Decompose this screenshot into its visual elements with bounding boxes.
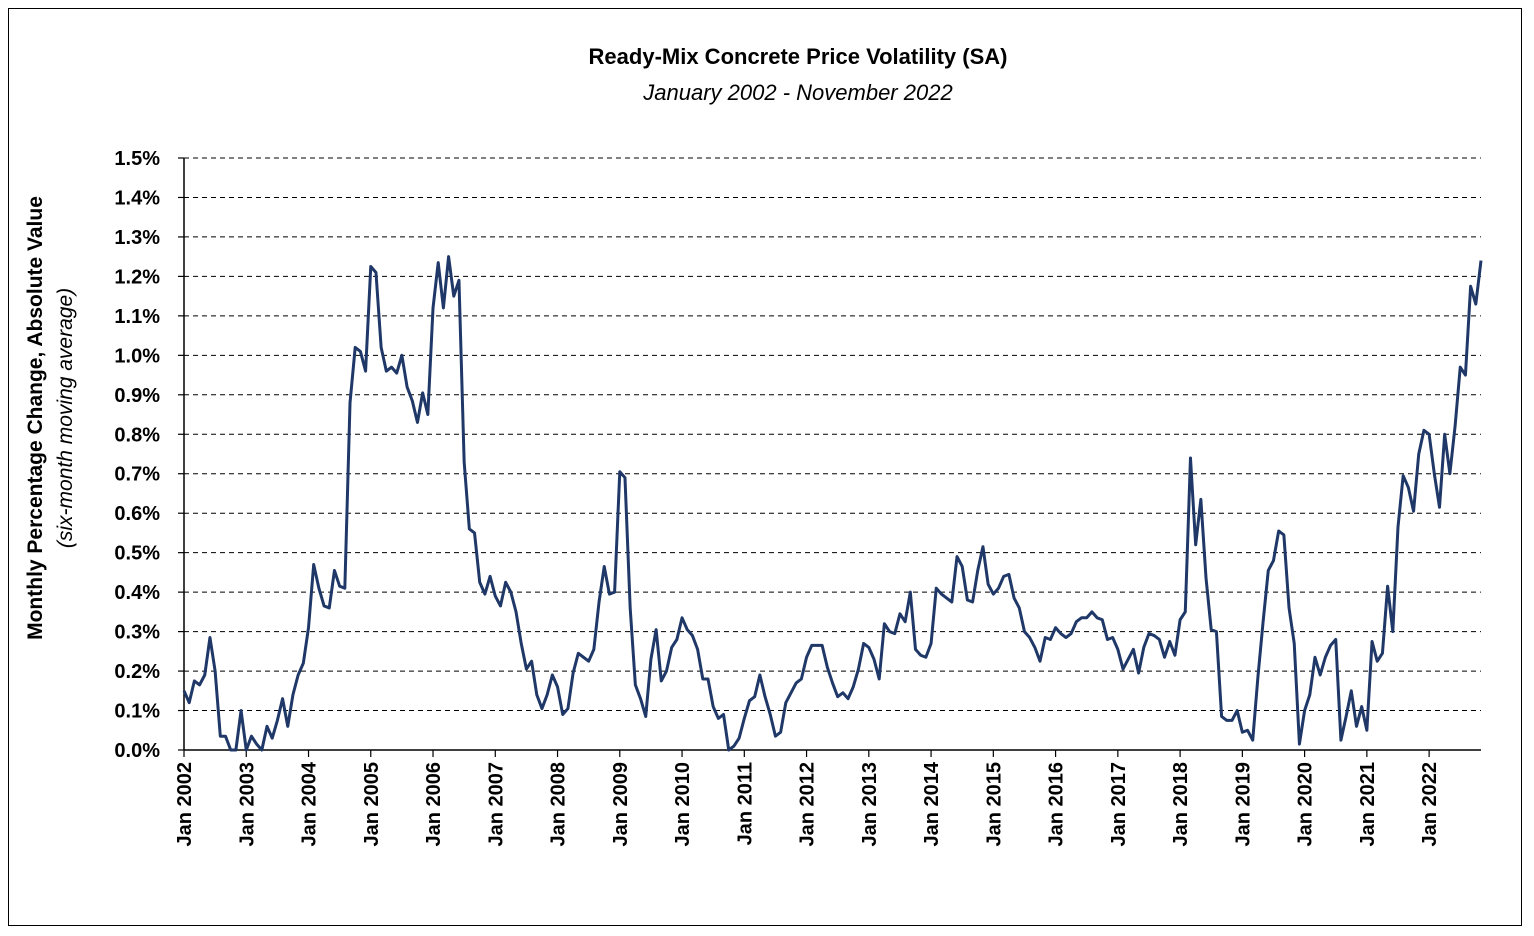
- chart-frame: [8, 8, 1522, 926]
- x-tick-label: Jan 2011: [734, 762, 756, 845]
- x-tick-label: Jan 2002: [174, 762, 196, 847]
- x-tick-label: Jan 2012: [797, 762, 819, 847]
- y-axis-subtitle: (six-month moving average): [54, 288, 77, 548]
- y-tick-label: 1.5%: [114, 148, 160, 170]
- x-tick-label: Jan 2010: [672, 762, 694, 847]
- x-tick-label: Jan 2013: [859, 762, 881, 847]
- y-tick-labels: 0.0% 0.1% 0.2% 0.3% 0.4% 0.5% 0.6% 0.7% 0.8% 0.9%…: [114, 148, 160, 762]
- x-tick-label: Jan 2019: [1232, 762, 1254, 847]
- y-tick-label: 1.3%: [114, 227, 160, 249]
- axes: [178, 157, 1481, 757]
- y-tick-label: 1.1%: [114, 306, 160, 328]
- x-tick-label: Jan 2007: [485, 762, 507, 847]
- y-tick-label: 0.3%: [114, 622, 160, 644]
- chart-subtitle: January 2002 - November 2022: [643, 80, 953, 105]
- y-tick-label: 0.4%: [114, 582, 160, 604]
- x-tick-label: Jan 2008: [548, 762, 570, 847]
- y-tick-label: 0.0%: [114, 740, 160, 762]
- x-tick-label: Jan 2018: [1170, 762, 1192, 847]
- x-tick-label: Jan 2004: [299, 761, 321, 846]
- x-tick-label: Jan 2021: [1357, 762, 1379, 847]
- series-line: [182, 255, 1483, 752]
- gridlines: [184, 157, 1481, 712]
- y-tick-label: 0.1%: [114, 701, 160, 723]
- x-tick-label: Jan 2016: [1046, 762, 1068, 847]
- x-tick-label: Jan 2009: [610, 762, 632, 847]
- y-tick-label: 0.6%: [114, 503, 160, 525]
- x-tick-label: Jan 2014: [921, 761, 943, 846]
- series-layer: [182, 255, 1483, 752]
- x-tick-label: Jan 2006: [423, 762, 445, 847]
- y-tick-label: 0.7%: [114, 464, 160, 486]
- x-tick-label: Jan 2005: [361, 762, 383, 847]
- x-tick-labels: Jan 2002 Jan 2003 Jan 2004 Jan 2005 Jan 2006…: [174, 761, 1441, 846]
- y-tick-label: 1.4%: [114, 187, 160, 209]
- y-tick-label: 0.2%: [114, 661, 160, 683]
- x-tick-label: Jan 2022: [1419, 762, 1441, 847]
- y-tick-label: 0.8%: [114, 424, 160, 446]
- y-axis-title: Monthly Percentage Change, Absolute Valu…: [24, 196, 47, 640]
- x-tick-label: Jan 2003: [236, 762, 258, 847]
- y-tick-label: 0.5%: [114, 543, 160, 565]
- chart-title: Ready-Mix Concrete Price Volatility (SA): [588, 44, 1008, 69]
- y-tick-label: 0.9%: [114, 385, 160, 407]
- y-tick-label: 1.2%: [114, 266, 160, 288]
- x-tick-label: Jan 2015: [983, 762, 1005, 847]
- y-tick-label: 1.0%: [114, 345, 160, 367]
- x-tick-label: Jan 2020: [1295, 762, 1317, 847]
- x-tick-label: Jan 2017: [1108, 762, 1130, 847]
